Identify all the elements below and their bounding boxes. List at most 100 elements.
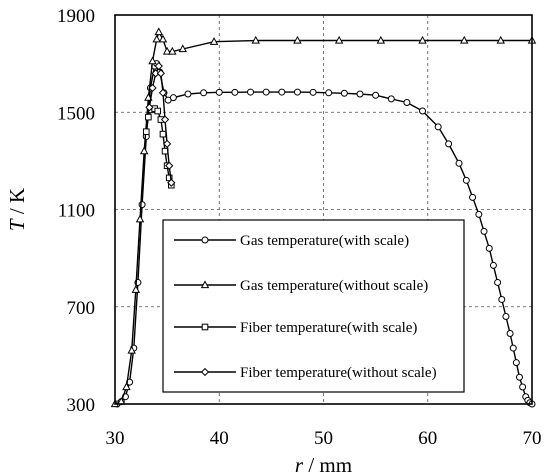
data-point <box>496 35 505 44</box>
legend-item: Fiber temperature(with scale) <box>174 320 417 336</box>
data-point <box>459 35 469 44</box>
data-point <box>209 37 219 45</box>
series-2 <box>110 27 537 408</box>
series-layer <box>110 27 537 408</box>
data-point <box>148 56 157 65</box>
plot-frame <box>114 14 533 405</box>
data-point <box>502 312 510 320</box>
data-point <box>163 139 172 148</box>
data-point <box>485 244 493 252</box>
data-point <box>145 103 154 112</box>
data-point <box>469 193 477 201</box>
data-point <box>131 285 141 293</box>
data-point <box>509 344 517 352</box>
data-point <box>376 35 386 44</box>
data-point <box>145 113 152 121</box>
series-line <box>116 62 533 405</box>
y-tick-label: 700 <box>67 298 96 319</box>
y-tick-label: 1500 <box>57 103 95 124</box>
data-point <box>262 88 270 96</box>
legend-label: Fiber temperature(without scale) <box>240 365 437 381</box>
data-point <box>122 382 131 391</box>
data-point <box>387 95 395 103</box>
y-tick-label: 1900 <box>57 6 95 27</box>
data-point <box>144 93 153 101</box>
legend-box <box>162 219 465 393</box>
data-point <box>201 323 209 331</box>
legend-item: Gas temperature(with scale) <box>174 233 409 249</box>
data-point <box>127 345 136 354</box>
x-tick-label: 50 <box>314 428 333 449</box>
x-tick-label: 60 <box>418 428 437 449</box>
data-point <box>154 27 164 36</box>
data-point <box>309 88 317 96</box>
data-point <box>434 123 442 131</box>
data-point <box>462 176 470 184</box>
series-line <box>148 64 172 183</box>
data-point <box>506 329 514 337</box>
data-point <box>165 161 174 170</box>
data-point <box>215 88 223 96</box>
y-tick-label: 1100 <box>58 201 95 222</box>
data-point <box>325 89 333 97</box>
data-point <box>184 90 192 98</box>
data-point <box>162 46 172 55</box>
data-point <box>200 367 210 377</box>
data-point <box>167 178 176 187</box>
legend-item: Fiber temperature(without scale) <box>174 365 437 381</box>
data-point <box>498 295 506 303</box>
data-point <box>178 44 188 53</box>
data-point <box>494 278 502 286</box>
data-point <box>158 34 168 43</box>
data-point <box>403 99 411 107</box>
legend-label: Gas temperature(with scale) <box>240 233 409 249</box>
data-point <box>168 46 177 55</box>
data-point <box>148 83 157 93</box>
y-tick-label: 300 <box>67 395 96 416</box>
data-point <box>293 35 302 44</box>
legend-label: Gas temperature(without scale) <box>240 278 428 294</box>
data-point <box>154 61 163 71</box>
data-point <box>142 128 150 135</box>
data-point <box>489 261 497 269</box>
data-point <box>278 88 286 96</box>
legend-label: Fiber temperature(with scale) <box>240 320 417 336</box>
data-point <box>200 89 208 97</box>
data-point <box>419 107 427 115</box>
data-point <box>512 359 520 367</box>
data-point <box>231 88 239 96</box>
legend: Gas temperature(with scale) Gas temperatu… <box>162 219 465 393</box>
data-point <box>251 35 260 44</box>
data-point <box>356 90 364 98</box>
data-point <box>152 34 161 43</box>
data-point <box>156 69 165 78</box>
data-point <box>165 174 173 182</box>
data-point <box>334 35 344 44</box>
x-tick-label: 40 <box>210 428 229 449</box>
series-3 <box>142 105 175 189</box>
x-axis-unit: / mm <box>303 453 352 476</box>
data-point <box>480 227 488 235</box>
series-4 <box>145 61 176 187</box>
data-point <box>445 140 453 148</box>
x-axis-variable: r <box>295 453 304 476</box>
data-point <box>135 214 145 223</box>
data-point <box>293 88 301 96</box>
data-point <box>160 115 170 124</box>
legend-item: Gas temperature(without scale) <box>174 278 428 294</box>
data-point <box>515 373 523 381</box>
data-point <box>519 383 527 391</box>
y-axis-unit: / K <box>5 188 29 220</box>
series-line <box>114 30 532 405</box>
x-tick-label: 30 <box>106 428 125 449</box>
data-point <box>247 88 255 96</box>
data-point <box>138 201 146 209</box>
x-tick-label: 70 <box>523 428 542 449</box>
tick-labels: 30 40 50 60 70 300 700 1100 1500 1900 <box>57 6 542 449</box>
data-point <box>455 159 463 167</box>
data-point <box>200 280 210 289</box>
y-axis-label: T / K <box>5 188 29 231</box>
data-point <box>418 35 427 44</box>
y-axis-variable: T <box>5 218 29 231</box>
data-point <box>169 94 177 102</box>
